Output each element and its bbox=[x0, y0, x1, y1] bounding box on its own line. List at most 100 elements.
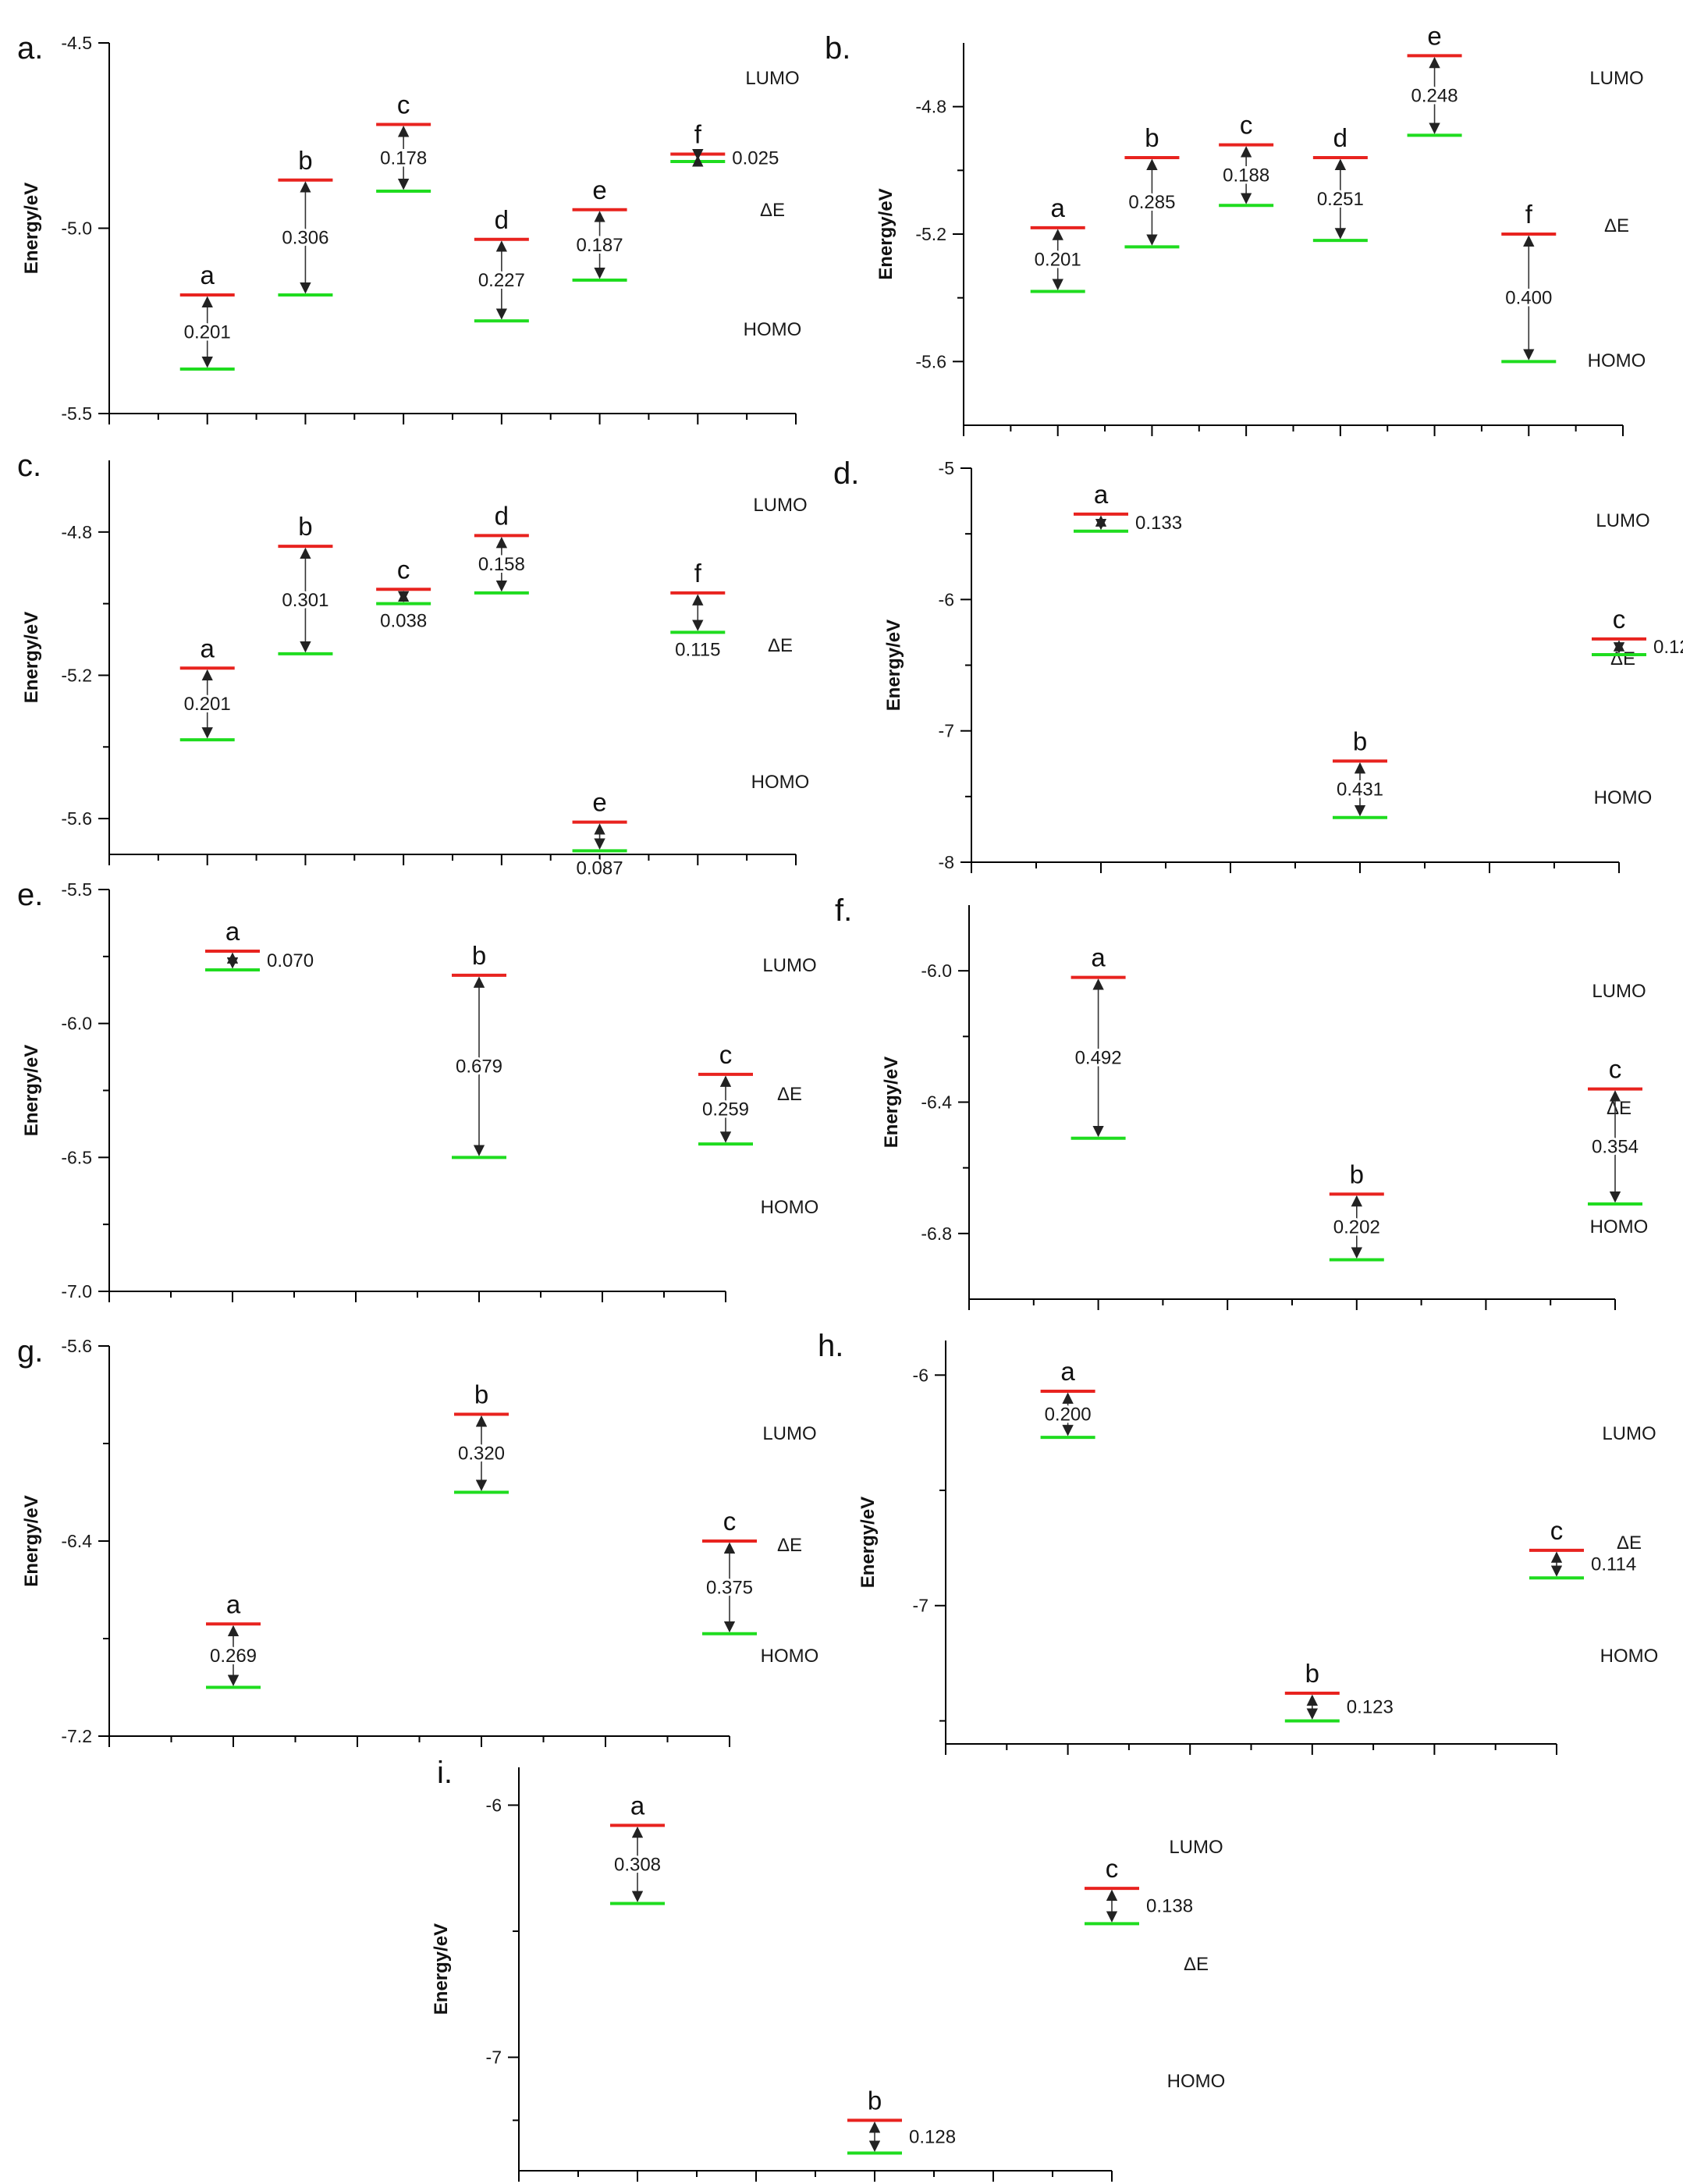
y-axis-title: Energy/eV bbox=[21, 183, 42, 274]
y-tick-label: -6 bbox=[913, 1365, 928, 1385]
legend-delta-e: ΔE bbox=[760, 200, 785, 221]
level-label: c bbox=[1609, 1055, 1622, 1084]
level-label: b bbox=[298, 146, 312, 175]
y-tick-label: -6.5 bbox=[61, 1147, 92, 1167]
level-pair-c: c 0.259 bbox=[698, 1040, 753, 1146]
panel-label: e. bbox=[17, 878, 43, 912]
gap-value-label: 0.087 bbox=[577, 858, 623, 879]
level-label: c bbox=[1550, 1516, 1564, 1545]
panel-label: b. bbox=[825, 31, 850, 66]
panel-label: d. bbox=[833, 456, 859, 491]
legend-lumo: LUMO bbox=[762, 955, 816, 976]
level-label: e bbox=[592, 176, 606, 204]
level-pair-c: c 0.114 bbox=[1529, 1516, 1639, 1580]
gap-value-label: 0.138 bbox=[1146, 1896, 1193, 1917]
level-pair-a: a 0.200 bbox=[1040, 1357, 1095, 1440]
level-pair-b: b 0.431 bbox=[1333, 726, 1387, 819]
gap-value-label: 0.431 bbox=[1337, 779, 1383, 801]
legend-homo: HOMO bbox=[1588, 350, 1646, 371]
y-tick-label: -5.2 bbox=[61, 665, 92, 685]
level-label: c bbox=[1240, 111, 1253, 140]
legend-delta-e: ΔE bbox=[1617, 1532, 1642, 1554]
level-pair-c: c 0.178 bbox=[376, 91, 431, 193]
level-label: d bbox=[1333, 123, 1347, 152]
level-pair-d: d 0.227 bbox=[474, 205, 529, 323]
gap-value-label: 0.133 bbox=[1135, 513, 1182, 534]
level-label: f bbox=[694, 559, 702, 588]
panel-label: g. bbox=[17, 1334, 43, 1369]
level-pair-b: b 0.202 bbox=[1329, 1159, 1384, 1262]
gap-value-label: 0.187 bbox=[577, 235, 623, 256]
gap-value-label: 0.158 bbox=[478, 554, 525, 575]
level-pair-c: c 0.354 bbox=[1588, 1055, 1642, 1206]
y-axis-title: Energy/eV bbox=[21, 1495, 42, 1586]
gap-value-label: 0.200 bbox=[1045, 1405, 1092, 1426]
gap-value-label: 0.308 bbox=[614, 1854, 661, 1875]
gap-value-label: 0.492 bbox=[1075, 1048, 1122, 1069]
level-pair-f: f 0.115 bbox=[670, 559, 726, 662]
level-pair-a: a 0.070 bbox=[205, 917, 316, 974]
level-pair-a: a 0.133 bbox=[1074, 480, 1184, 536]
y-tick-label: -5.5 bbox=[61, 403, 92, 424]
level-label: a bbox=[1060, 1357, 1075, 1386]
legend-delta-e: ΔE bbox=[1184, 1954, 1209, 1975]
y-tick-label: -6.0 bbox=[61, 1014, 92, 1034]
gap-value-label: 0.354 bbox=[1592, 1136, 1639, 1157]
level-pair-f: f 0.025 bbox=[670, 120, 781, 171]
panel-label: f. bbox=[835, 893, 852, 928]
legend-lumo: LUMO bbox=[1589, 68, 1643, 89]
level-label: c bbox=[1613, 605, 1626, 634]
y-axis-title: Energy/eV bbox=[883, 620, 904, 711]
y-axis-title: Energy/eV bbox=[21, 612, 42, 703]
legend-homo: HOMO bbox=[1594, 787, 1653, 808]
level-label: a bbox=[225, 917, 240, 946]
legend-delta-e: ΔE bbox=[1610, 648, 1635, 669]
y-tick-label: -6.4 bbox=[921, 1092, 952, 1113]
level-pair-b: b 0.285 bbox=[1124, 123, 1180, 249]
y-tick-label: -4.8 bbox=[915, 97, 946, 117]
gap-value-label: 0.400 bbox=[1505, 288, 1552, 309]
level-pair-c: c 0.038 bbox=[376, 555, 431, 634]
gap-value-label: 0.123 bbox=[1347, 1697, 1394, 1718]
y-axis-title: Energy/eV bbox=[21, 1045, 42, 1136]
y-tick-label: -5.6 bbox=[915, 351, 946, 371]
gap-value-label: 0.227 bbox=[478, 270, 525, 291]
panels-container: a.-5.5-5.0-4.5Energy/eVLUMOΔEHOMOa0.201b… bbox=[17, 21, 1683, 2182]
level-label: b bbox=[1353, 726, 1367, 755]
gap-value-label: 0.201 bbox=[184, 694, 231, 715]
level-label: c bbox=[723, 1507, 737, 1536]
gap-value-label: 0.178 bbox=[380, 147, 427, 169]
legend-lumo: LUMO bbox=[762, 1423, 816, 1444]
level-pair-a: a 0.269 bbox=[206, 1589, 261, 1689]
gap-value-label: 0.301 bbox=[282, 590, 328, 611]
level-pair-c: c 0.375 bbox=[702, 1507, 757, 1635]
gap-value-label: 0.201 bbox=[1035, 250, 1081, 271]
level-pair-c: c 0.123 bbox=[1592, 605, 1683, 660]
y-tick-label: -7.2 bbox=[61, 1726, 92, 1746]
y-axis-title: Energy/eV bbox=[857, 1497, 879, 1588]
level-label: f bbox=[1525, 200, 1533, 229]
legend-lumo: LUMO bbox=[1169, 1837, 1223, 1858]
level-pair-b: b 0.320 bbox=[454, 1380, 509, 1494]
level-pair-a: a 0.201 bbox=[1030, 194, 1085, 293]
level-label: a bbox=[1051, 194, 1066, 222]
panel-c: c. -5.6 -5.2 -4.8 Energy/eV LUMO ΔE HOMO a 0.201 b… bbox=[17, 449, 809, 881]
level-label: a bbox=[1094, 480, 1109, 509]
gap-value-label: 0.070 bbox=[267, 950, 314, 971]
panel-g: g. -7.2 -6.4 -5.6 Energy/eV LUMO ΔE HOMO a 0.269 b… bbox=[17, 1334, 818, 1747]
y-tick-label: -5 bbox=[939, 458, 954, 478]
level-label: d bbox=[495, 501, 509, 530]
legend-lumo: LUMO bbox=[745, 68, 799, 89]
gap-value-label: 0.269 bbox=[210, 1646, 257, 1667]
level-label: c bbox=[397, 555, 410, 584]
panel-label: i. bbox=[437, 1756, 453, 1790]
legend-delta-e: ΔE bbox=[768, 635, 793, 656]
legend-homo: HOMO bbox=[1600, 1646, 1659, 1667]
gap-value-label: 0.306 bbox=[282, 227, 328, 248]
y-tick-label: -5.6 bbox=[61, 1336, 92, 1356]
panel-h: h. -7 -6 Energy/eV LUMO ΔE HOMO a 0.200 b 0.123 c 0.… bbox=[818, 1329, 1658, 1755]
panel-e: e. -7.0 -6.5 -6.0 -5.5 Energy/eV LUMO ΔE HOMO a 0.… bbox=[17, 878, 818, 1302]
legend-lumo: LUMO bbox=[753, 495, 807, 516]
level-pair-e: e 0.248 bbox=[1407, 21, 1462, 137]
